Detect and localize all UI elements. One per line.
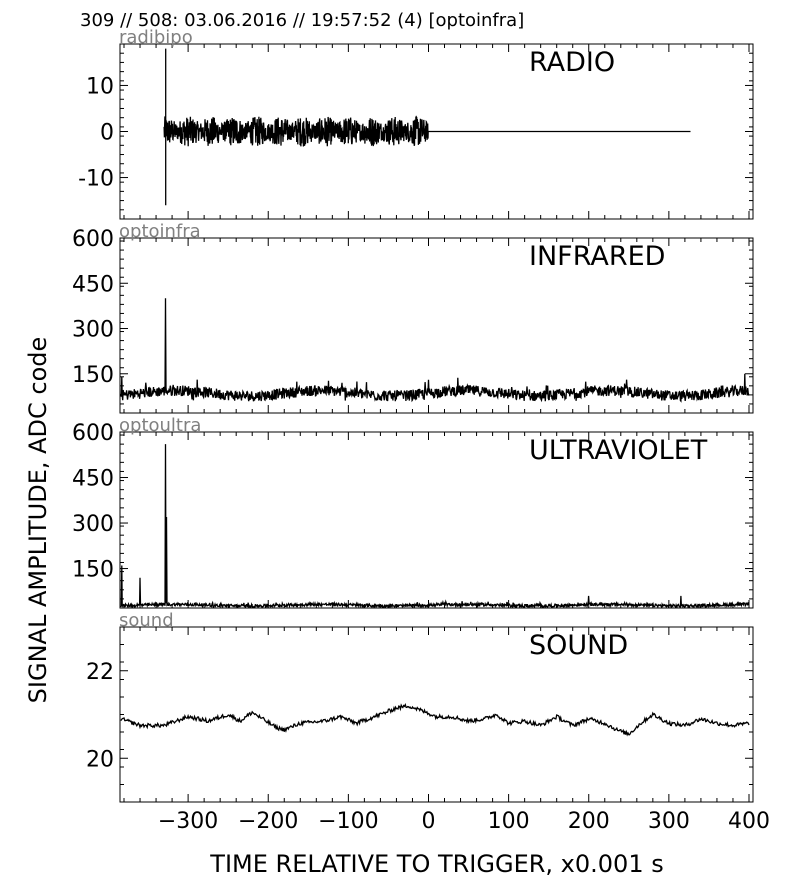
x-tick-label: 200	[568, 809, 610, 834]
plot-frame	[119, 431, 754, 609]
y-tick-label: 450	[72, 272, 114, 297]
x-tick-label: −300	[158, 809, 218, 834]
y-tick-label: 10	[86, 74, 114, 99]
y-tick-label: 450	[72, 467, 114, 492]
figure-header: 309 // 508: 03.06.2016 // 19:57:52 (4) […	[80, 10, 524, 31]
x-axis-label: TIME RELATIVE TO TRIGGER, x0.001 s	[209, 850, 663, 878]
plot-frame	[119, 626, 754, 803]
panel-infrared: 150 300 450 600 optoinfra INFRARED	[72, 221, 754, 414]
channel-label: optoinfra	[119, 221, 201, 242]
panel-title: INFRARED	[529, 241, 665, 272]
trace-ultraviolet	[120, 444, 750, 608]
y-tick-label: -10	[78, 167, 114, 192]
trace-sound	[120, 703, 750, 737]
y-tick-label: 300	[72, 512, 114, 537]
y-tick-label: 20	[86, 747, 114, 772]
panel-radio: -10 0 10 radibipo RADIO	[78, 27, 754, 220]
panel-title: SOUND	[529, 630, 628, 661]
y-tick-label: 22	[86, 660, 114, 685]
channel-label: optoultra	[119, 415, 201, 436]
y-tick-label: 150	[72, 363, 114, 388]
panel-title: ULTRAVIOLET	[529, 435, 708, 466]
x-tick-label: 300	[648, 809, 690, 834]
channel-label: radibipo	[119, 27, 193, 48]
x-tick-label: 100	[488, 809, 530, 834]
y-tick-label: 600	[72, 421, 114, 446]
panel-sound: 20 22 −300 −200 −100 0 100 200 300 400 sound SOUND	[86, 610, 770, 834]
y-tick-label: 0	[100, 121, 114, 146]
x-tick-label: −200	[238, 809, 298, 834]
y-axis-label: SIGNAL AMPLITUDE, ADC code	[24, 337, 52, 704]
y-tick-label: 600	[72, 227, 114, 252]
trace-infrared	[120, 298, 750, 403]
x-tick-label: 0	[421, 809, 435, 834]
x-tick-label: 400	[728, 809, 770, 834]
x-tick-label: −100	[318, 809, 378, 834]
plot-frame	[119, 237, 754, 414]
panel-title: RADIO	[529, 47, 615, 78]
panel-ultraviolet: 150 300 450 600 optoultra ULTRAVIOLET	[72, 415, 754, 609]
channel-label: sound	[119, 610, 174, 631]
trace-radio	[163, 48, 691, 206]
y-tick-label: 150	[72, 558, 114, 583]
y-tick-label: 300	[72, 318, 114, 343]
